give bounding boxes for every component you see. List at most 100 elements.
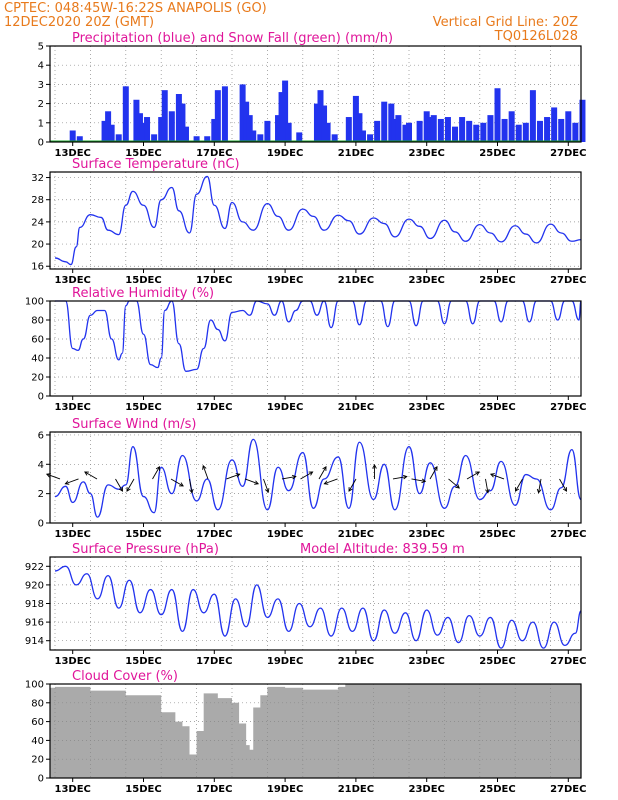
wind-arrow — [466, 471, 480, 480]
wind-arrow — [538, 478, 542, 493]
x-tick-label: 25DEC — [479, 529, 515, 540]
precip-bar — [395, 115, 402, 142]
x-tick-label: 19DEC — [267, 148, 303, 159]
wind-arrow-head — [562, 487, 567, 492]
x-tick-label: 25DEC — [479, 275, 515, 286]
precip-bar — [430, 115, 437, 142]
series-line — [54, 438, 582, 518]
x-tick-label: 23DEC — [409, 529, 445, 540]
precip-bar — [193, 136, 200, 142]
precip-bar — [356, 113, 363, 142]
precip-bar — [381, 101, 388, 142]
precip-bar — [285, 122, 292, 142]
x-tick-label: 15DEC — [125, 148, 161, 159]
wind-arrow-head — [348, 487, 353, 492]
precip-bar — [352, 95, 359, 142]
precip-bar — [182, 126, 189, 142]
wind-arrow — [46, 473, 61, 480]
panel-3: Surface Wind (m/s) 0 2 4 6 13DEC 15DEC 17DEC 19D… — [38, 417, 587, 540]
wind-arrow — [263, 478, 269, 493]
precip-bar — [175, 94, 182, 142]
y-tick-label: 100 — [25, 297, 44, 308]
x-tick-label: 23DEC — [409, 148, 445, 159]
x-tick-label: 15DEC — [125, 529, 161, 540]
panel-2: Relative Humidity (%) 0 20 40 60 80 100 13DEC 15… — [25, 286, 587, 413]
x-tick-label: 27DEC — [550, 402, 586, 413]
y-tick-label: 0 — [38, 774, 44, 785]
x-tick-label: 15DEC — [125, 656, 161, 667]
x-tick-label: 13DEC — [55, 529, 91, 540]
header-grid-line: Vertical Grid Line: 20Z — [433, 15, 578, 30]
y-tick-label: 920 — [25, 580, 44, 591]
precip-bar — [494, 88, 501, 142]
precip-bar — [282, 80, 289, 142]
precip-bar — [331, 134, 338, 142]
x-tick-label: 13DEC — [55, 784, 91, 795]
wind-arrow — [411, 478, 426, 482]
y-tick-label: 40 — [31, 354, 44, 365]
wind-arrow — [115, 478, 123, 492]
precip-bar — [324, 122, 331, 142]
precip-bar — [211, 118, 218, 142]
x-tick-label: 15DEC — [125, 784, 161, 795]
panel-title: Precipitation (blue) and Snow Fall (gree… — [72, 31, 393, 46]
panel-title: Relative Humidity (%) — [72, 286, 214, 301]
wind-arrow-head — [202, 464, 207, 470]
precip-bar — [437, 118, 444, 142]
precip-bar — [529, 90, 536, 142]
y-tick-label: 60 — [31, 717, 44, 728]
wind-arrow-head — [155, 466, 160, 471]
precip-bar — [466, 120, 473, 142]
x-tick-label: 13DEC — [55, 402, 91, 413]
y-tick-label: 3 — [38, 80, 44, 91]
y-tick-label: 16 — [31, 262, 44, 273]
precip-bar — [391, 118, 398, 142]
x-tick-label: 13DEC — [55, 275, 91, 286]
panel-frame — [49, 556, 582, 651]
wind-arrow — [202, 465, 209, 480]
wind-arrow-head — [536, 488, 542, 494]
precip-bar — [144, 117, 151, 142]
precip-bar — [140, 122, 147, 142]
y-tick-label: 4 — [38, 460, 44, 471]
wind-arrow — [170, 478, 184, 487]
y-tick-label: 80 — [31, 698, 44, 709]
precip-bar — [402, 124, 409, 142]
wind-arrow — [84, 471, 98, 480]
precip-bar — [501, 118, 508, 142]
panel-frame — [49, 300, 582, 397]
precip-bar — [565, 111, 572, 142]
y-tick-label: 2 — [38, 489, 44, 500]
x-tick-label: 23DEC — [409, 656, 445, 667]
x-tick-label: 17DEC — [196, 148, 232, 159]
panel-4: Surface Pressure (hPa) Model Altitude: 83… — [25, 542, 587, 667]
precip-bar — [515, 124, 522, 142]
wind-arrow-head — [485, 488, 490, 494]
y-tick-label: 922 — [25, 562, 44, 573]
wind-arrow-head — [64, 480, 70, 485]
precip-bar — [136, 113, 143, 142]
wind-arrow-head — [475, 471, 480, 476]
precip-bar — [278, 92, 285, 142]
y-tick-label: 0 — [38, 392, 44, 403]
wind-arrow — [189, 478, 193, 493]
precip-bar — [551, 107, 558, 142]
x-tick-label: 15DEC — [125, 402, 161, 413]
header-run-time: 12DEC2020 20Z (GMT) — [4, 15, 154, 30]
wind-arrow — [348, 478, 357, 492]
precip-bar — [69, 130, 76, 142]
x-tick-label: 17DEC — [196, 656, 232, 667]
x-tick-label: 19DEC — [267, 402, 303, 413]
wind-arrow-head — [322, 466, 327, 471]
x-tick-label: 21DEC — [338, 148, 374, 159]
wind-arrow — [429, 466, 438, 480]
panel-title: Surface Pressure (hPa) — [72, 542, 219, 557]
precip-bar — [406, 122, 412, 142]
y-tick-label: 6 — [38, 430, 44, 441]
precip-bar — [243, 101, 250, 142]
precip-bar — [179, 103, 186, 142]
wind-arrow-head — [179, 482, 184, 487]
wind-arrow — [300, 471, 313, 480]
wind-arrow-head — [189, 488, 194, 494]
x-tick-label: 27DEC — [550, 148, 586, 159]
